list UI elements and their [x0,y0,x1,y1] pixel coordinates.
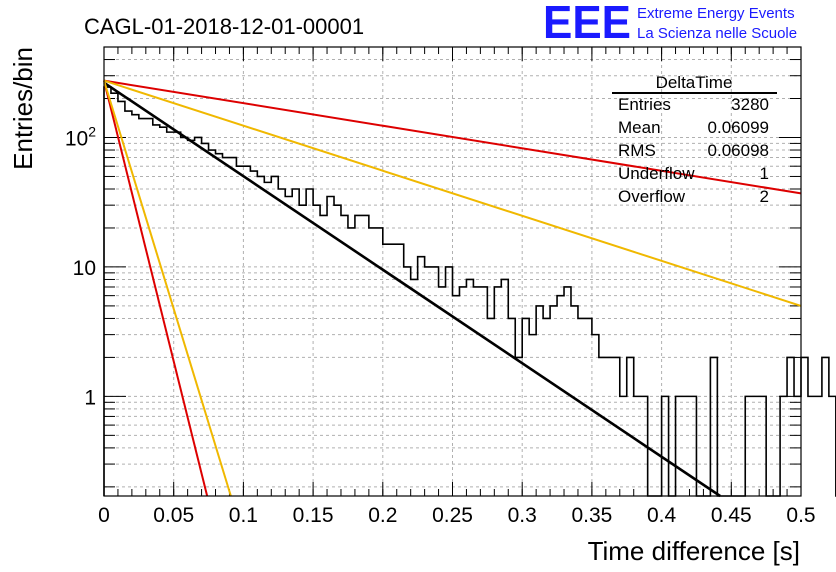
y-axis-label: Entries/bin [8,47,38,170]
histogram [103,86,836,497]
chart-title: CAGL-01-2018-12-01-00001 [84,14,364,39]
stats-label: Entries [618,95,671,114]
y-tick-labels: 1 10 102 [65,123,96,409]
stats-label: Mean [618,118,661,137]
series-line-5 [103,80,232,497]
stats-box: DeltaTime Entries 3280 Mean 0.06099 RMS 0.060… [612,73,777,206]
stats-label: Overflow [618,187,686,206]
logo-mark: EEE [543,0,631,48]
x-tick-label: 0.2 [368,504,397,527]
stats-value: 0.06098 [708,141,769,160]
x-tick-labels: 0 0.05 0.1 0.15 0.2 0.25 0.3 0.35 0.4 0.45 0.5 [98,504,815,527]
logo-line2: La Scienza nelle Scuole [637,25,797,42]
stats-label: RMS [618,141,656,160]
series-line-3 [103,79,802,307]
x-tick-label: 0 [98,504,110,527]
x-tick-label: 0.05 [153,504,194,527]
x-tick-label: 0.4 [647,504,677,527]
x-tick-label: 0.35 [571,504,612,527]
y-tick-label: 1 [84,386,96,409]
series-line-4 [103,80,209,497]
plot-frame [103,46,802,497]
series-line-1 [103,81,721,498]
stats-value: 0.06099 [708,118,769,137]
histogram-bars [103,86,836,497]
logo-line1: Extreme Energy Events [637,5,795,22]
stats-value: 3280 [731,95,769,114]
x-axis-label: Time difference [s] [588,536,800,566]
x-tick-label: 0.15 [293,504,334,527]
stats-value: 2 [760,187,769,206]
series-line-2 [103,79,802,195]
stats-label: Underflow [618,164,695,183]
x-tick-label: 0.45 [711,504,752,527]
y-tick-label: 102 [65,123,96,150]
eee-logo: EEE Extreme Energy Events La Scienza nel… [543,0,797,48]
stats-rows: Entries 3280 Mean 0.06099 RMS 0.06098 Underflo… [618,95,769,206]
fit-lines [103,79,802,498]
axis-ticks [103,46,802,496]
x-tick-label: 0.25 [432,504,473,527]
y-tick-label: 10 [73,257,96,280]
x-tick-label: 0.1 [229,504,258,527]
x-tick-label: 0.3 [508,504,537,527]
x-tick-label: 0.5 [786,504,815,527]
stats-title: DeltaTime [656,73,733,92]
stats-value: 1 [760,164,769,183]
